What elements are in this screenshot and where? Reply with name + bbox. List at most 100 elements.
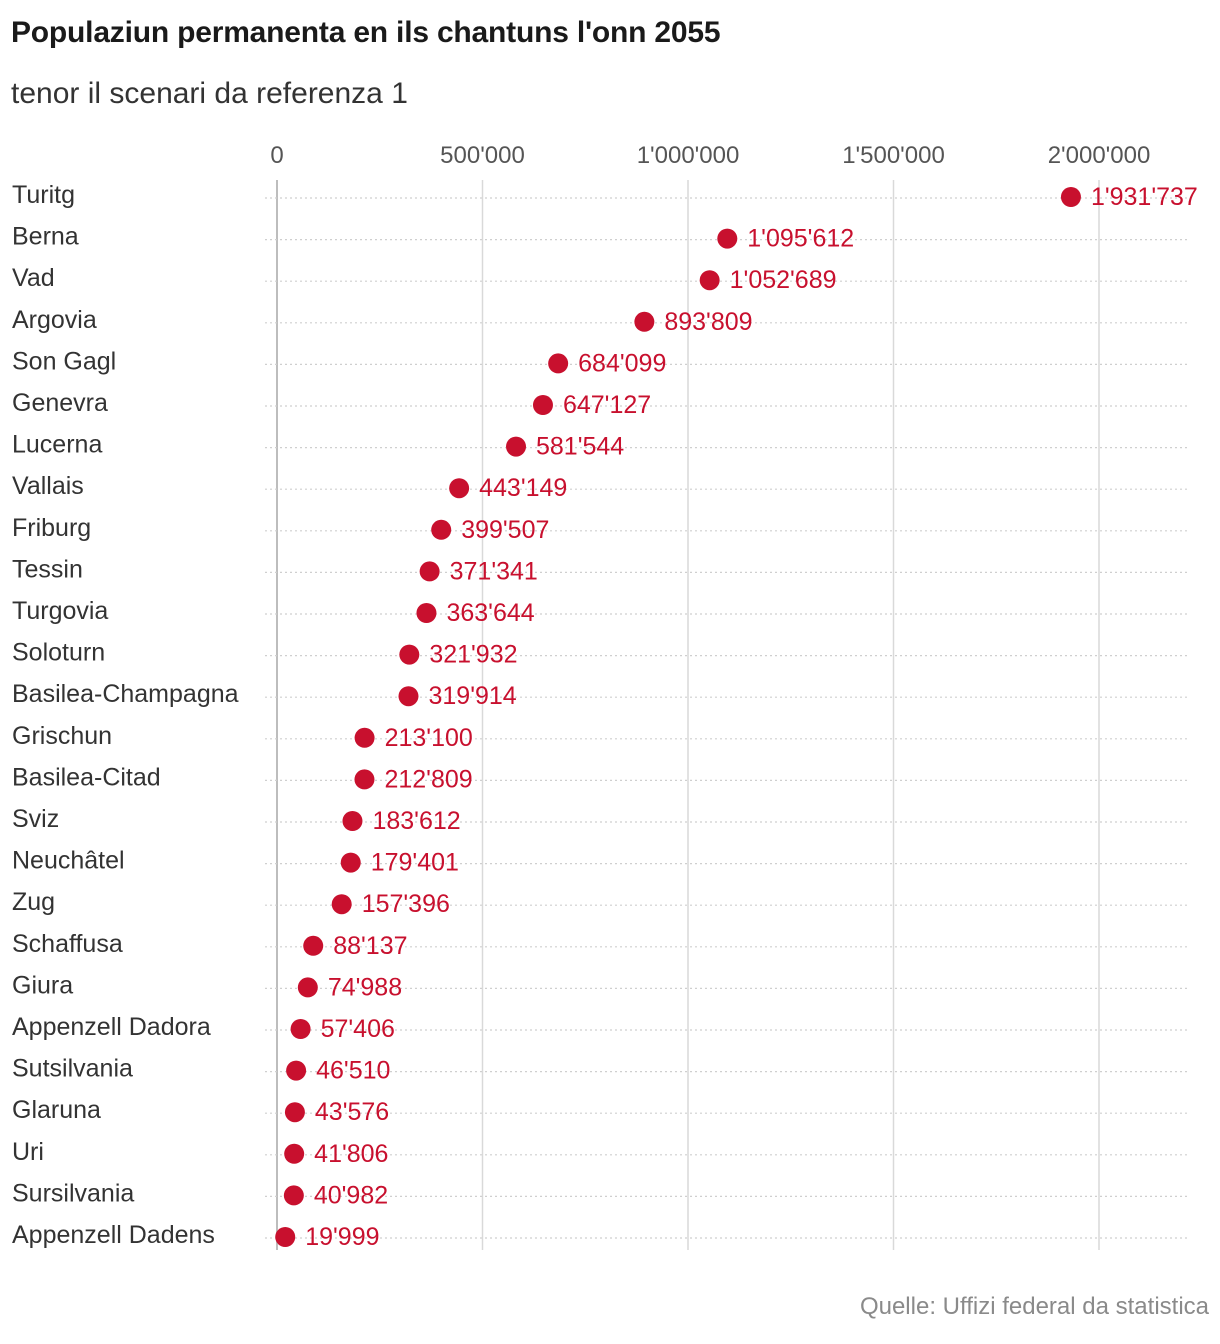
- data-row: Appenzell Dadens 19'999: [12, 1221, 1190, 1251]
- category-label: Vallais: [12, 472, 84, 500]
- category-label: Argovia: [12, 306, 97, 334]
- x-tick-label: 2'000'000: [1048, 142, 1151, 169]
- data-row: Tessin 371'341: [12, 555, 1190, 585]
- data-row: Argovia 893'809: [12, 306, 1190, 336]
- category-label: Turgovia: [12, 597, 108, 625]
- data-row: Glaruna 43'576: [12, 1096, 1190, 1126]
- category-label: Appenzell Dadens: [12, 1221, 215, 1249]
- category-label: Glaruna: [12, 1096, 101, 1124]
- category-label: Basilea-Citad: [12, 763, 161, 791]
- value-label: 647'127: [563, 391, 651, 419]
- value-label: 893'809: [664, 308, 752, 336]
- category-label: Turitg: [12, 181, 75, 209]
- data-point: [286, 1060, 307, 1081]
- chart-subtitle: tenor il scenari da referenza 1: [11, 77, 408, 110]
- value-label: 581'544: [536, 433, 624, 461]
- x-tick-label: 1'000'000: [637, 142, 740, 169]
- data-point: [331, 894, 352, 915]
- data-point: [342, 811, 363, 831]
- data-row: Friburg 399'507: [12, 514, 1190, 544]
- data-point: [275, 1227, 296, 1247]
- data-row: Turgovia 363'644: [12, 597, 1190, 627]
- data-point: [354, 769, 375, 790]
- data-row: Lucerna 581'544: [12, 431, 1190, 461]
- value-label: 363'644: [446, 599, 534, 627]
- data-point: [532, 395, 553, 415]
- category-label: Lucerna: [12, 431, 102, 459]
- category-label: Schaffusa: [12, 930, 123, 958]
- data-row: Basilea-Champagna 319'914: [12, 680, 1190, 710]
- x-axis-ticks: 0 500'000 1'000'000 1'500'000 2'000'000: [270, 142, 1150, 169]
- rows: Turitg 1'931'737 Berna 1'095'612 Vad 1'052'68…: [12, 181, 1198, 1251]
- data-row: Son Gagl 684'099: [12, 347, 1190, 377]
- value-label: 157'396: [362, 890, 450, 918]
- value-label: 213'100: [385, 724, 473, 752]
- data-row: Grischun 213'100: [12, 722, 1190, 752]
- data-point: [431, 519, 452, 540]
- category-label: Genevra: [12, 389, 108, 417]
- value-label: 43'576: [315, 1098, 389, 1126]
- data-point: [449, 478, 470, 499]
- value-label: 46'510: [316, 1057, 390, 1085]
- value-label: 443'149: [479, 474, 567, 502]
- data-row: Appenzell Dadora 57'406: [12, 1013, 1190, 1043]
- data-point: [634, 311, 655, 332]
- category-label: Berna: [12, 223, 79, 251]
- value-label: 1'931'737: [1091, 183, 1198, 211]
- category-label: Tessin: [12, 555, 83, 583]
- data-row: Sursilvania 40'982: [12, 1179, 1190, 1209]
- data-row: Neuchâtel 179'401: [12, 847, 1190, 877]
- data-row: Schaffusa 88'137: [12, 930, 1190, 960]
- chart-title: Populaziun permanenta en ils chantuns l'…: [11, 16, 721, 49]
- data-point: [297, 977, 318, 998]
- data-point: [283, 1185, 304, 1206]
- data-point: [1060, 187, 1081, 207]
- value-label: 684'099: [578, 349, 666, 377]
- value-label: 40'982: [314, 1181, 388, 1209]
- value-label: 212'809: [384, 765, 472, 793]
- data-point: [506, 436, 527, 457]
- data-row: Uri 41'806: [12, 1138, 1190, 1168]
- data-row: Zug 157'396: [12, 888, 1190, 918]
- x-tick-label: 500'000: [440, 142, 525, 169]
- category-label: Sviz: [12, 805, 59, 833]
- data-row: Turitg 1'931'737: [12, 181, 1198, 211]
- value-label: 399'507: [461, 516, 549, 544]
- value-label: 179'401: [371, 849, 459, 877]
- value-label: 371'341: [450, 557, 538, 585]
- category-label: Giura: [12, 971, 73, 999]
- category-label: Appenzell Dadora: [12, 1013, 211, 1041]
- data-point: [717, 228, 738, 249]
- data-row: Vad 1'052'689: [12, 264, 1190, 294]
- dot-plot: 0 500'000 1'000'000 1'500'000 2'000'000 Turi…: [12, 142, 1198, 1251]
- data-row: Genevra 647'127: [12, 389, 1190, 419]
- category-label: Zug: [12, 888, 55, 916]
- data-row: Soloturn 321'932: [12, 639, 1190, 669]
- category-label: Soloturn: [12, 639, 105, 667]
- x-tick-label: 1'500'000: [842, 142, 945, 169]
- value-label: 1'052'689: [730, 266, 837, 294]
- data-row: Sutsilvania 46'510: [12, 1055, 1190, 1085]
- data-row: Basilea-Citad 212'809: [12, 763, 1190, 793]
- category-label: Basilea-Champagna: [12, 680, 239, 708]
- data-row: Berna 1'095'612: [12, 223, 1190, 253]
- category-label: Grischun: [12, 722, 112, 750]
- data-row: Vallais 443'149: [12, 472, 1190, 502]
- category-label: Vad: [12, 264, 55, 292]
- data-point: [340, 852, 361, 873]
- value-label: 321'932: [429, 641, 517, 669]
- value-label: 74'988: [328, 973, 402, 1001]
- data-point: [399, 644, 420, 665]
- category-label: Sursilvania: [12, 1179, 134, 1207]
- category-label: Uri: [12, 1138, 44, 1166]
- x-tick-label: 0: [270, 142, 283, 169]
- value-label: 319'914: [428, 682, 516, 710]
- category-label: Friburg: [12, 514, 91, 542]
- category-label: Son Gagl: [12, 347, 116, 375]
- data-point: [284, 1143, 305, 1164]
- data-point: [354, 727, 375, 748]
- data-row: Giura 74'988: [12, 971, 1190, 1001]
- source-note: Quelle: Uffizi federal da statistica: [859, 1293, 1209, 1320]
- data-point: [548, 353, 569, 374]
- data-point: [290, 1019, 311, 1039]
